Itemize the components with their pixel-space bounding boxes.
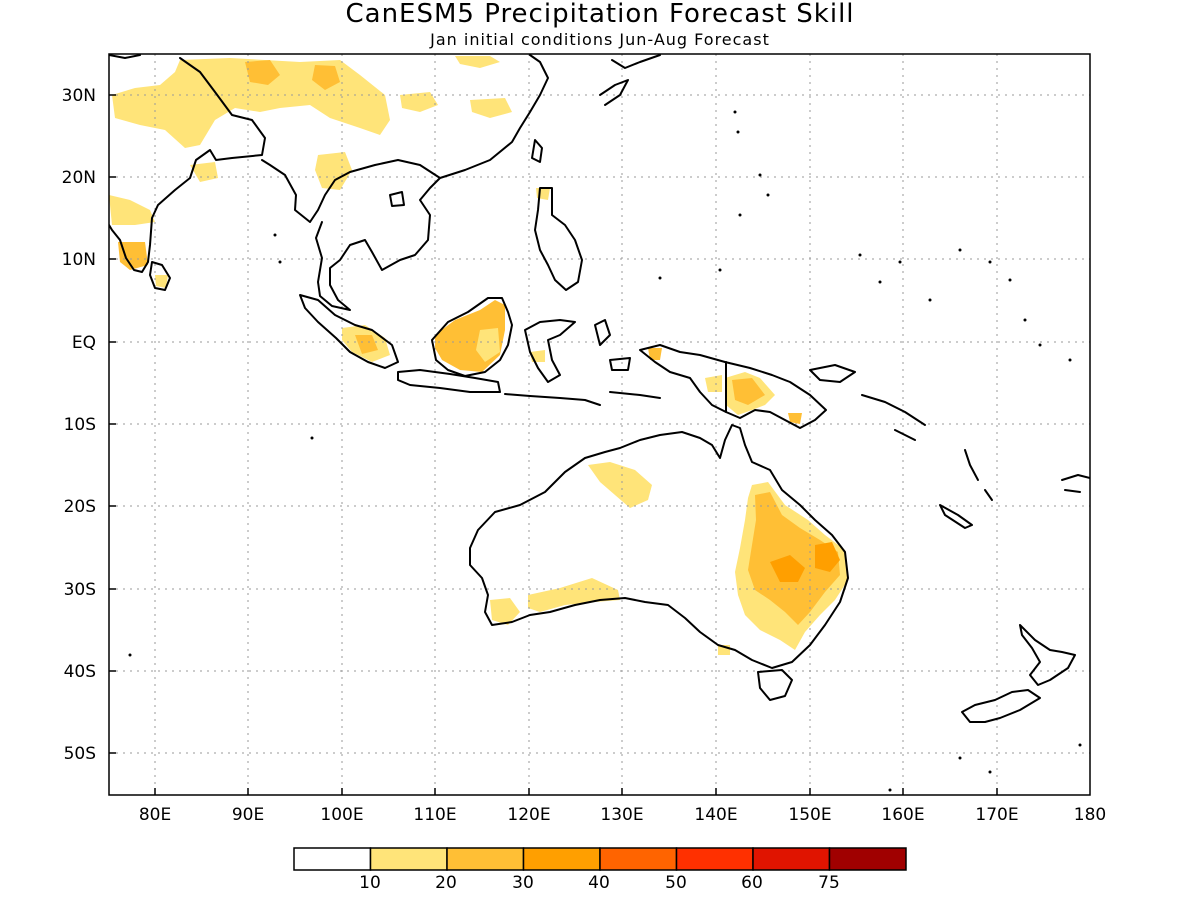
coastline-taiwan — [531, 139, 543, 163]
colorbar-label: 20 — [435, 873, 457, 893]
x-tick-label: 80E — [139, 805, 171, 825]
colorbar-swatch — [446, 847, 525, 871]
skill-region-south-australia — [528, 578, 620, 612]
skill-region-india-south — [118, 242, 148, 270]
skill-region-india-west — [109, 195, 155, 225]
colorbar-swatch — [599, 847, 678, 871]
skill-region-india-north — [190, 162, 218, 182]
coastlines — [109, 54, 1090, 792]
x-tick-label: 150E — [788, 805, 831, 825]
skill-region-tibet-core — [312, 65, 340, 90]
y-tick-label: 30N — [62, 86, 96, 106]
x-tick-label: 180 — [1074, 805, 1106, 825]
x-tick-label: 120E — [507, 805, 550, 825]
colorbar-swatches — [293, 847, 907, 871]
colorbar-swatch — [828, 847, 907, 871]
skill-region-tibet-core — [245, 60, 280, 85]
coastline-asia — [109, 54, 549, 311]
y-tick-label: 50S — [64, 744, 96, 764]
x-tick-label: 130E — [600, 805, 643, 825]
x-tick-label: 100E — [320, 805, 363, 825]
colorbar-swatch — [675, 847, 754, 871]
colorbar-swatch — [369, 847, 448, 871]
skill-region-sumatra-core — [355, 335, 378, 354]
coastline-new-zealand — [961, 624, 1076, 723]
skill-region-new-guinea-core — [732, 378, 765, 405]
y-axis-labels: 30N 20N 10N EQ 10S 20S 30S 40S 50S — [62, 86, 96, 764]
x-axis-labels: 80E 90E 100E 110E 120E 130E 140E 150E 16… — [139, 805, 1106, 825]
colorbar-label: 75 — [818, 873, 840, 893]
coastline-sulawesi — [524, 319, 576, 383]
map-title: CanESM5 Precipitation Forecast Skill — [345, 0, 854, 29]
coastline-vanuatu — [964, 449, 993, 501]
colorbar-label: 50 — [665, 873, 687, 893]
skill-region-borneo-light — [476, 328, 500, 362]
coastline-pacific-islets — [128, 110, 1082, 792]
skill-region-new-guinea — [705, 375, 722, 392]
coastline-sri-lanka — [149, 261, 171, 291]
x-tick-label: 110E — [413, 805, 456, 825]
y-tick-label: 10N — [62, 250, 96, 270]
axis-ticks — [109, 94, 998, 795]
map-subtitle: Jan initial conditions Jun-Aug Forecast — [429, 30, 770, 49]
colorbar-swatch — [522, 847, 601, 871]
y-tick-label: 20N — [62, 168, 96, 188]
y-tick-label: 40S — [64, 662, 96, 682]
skill-region-china-south — [315, 152, 352, 190]
coastline-hainan — [389, 191, 405, 207]
coastline-borneo — [431, 297, 513, 377]
skill-region-east-australia-core — [770, 555, 805, 582]
coastline-tasmania — [757, 669, 793, 701]
y-tick-label: 20S — [64, 497, 96, 517]
colorbar: 10 20 30 40 50 60 75 — [293, 847, 907, 893]
coastline-japan — [599, 54, 661, 106]
x-tick-label: 90E — [232, 805, 264, 825]
x-tick-label: 140E — [694, 805, 737, 825]
coastline-lesser-sunda — [504, 391, 661, 406]
coastline-sumatra — [299, 294, 399, 369]
coastline-new-guinea — [639, 344, 827, 429]
coastline-philippines — [534, 187, 583, 291]
skill-region-china-east — [470, 98, 512, 118]
colorbar-swatch — [752, 847, 831, 871]
skill-region-china-east — [400, 92, 438, 112]
skill-region-china-north — [455, 56, 500, 68]
colorbar-label: 60 — [741, 873, 763, 893]
skill-region-png-east — [788, 413, 802, 424]
coastline-bismarck — [809, 364, 926, 441]
skill-region-nw-australia — [588, 462, 652, 508]
colorbar-label: 40 — [588, 873, 610, 893]
skill-region-east-australia-core — [815, 542, 840, 572]
coastline-fiji — [1061, 474, 1090, 493]
x-tick-label: 160E — [881, 805, 924, 825]
skill-region-sri-lanka — [155, 275, 168, 288]
map-plot-area — [109, 54, 1090, 795]
skill-region-sw-australia — [490, 598, 520, 625]
y-tick-label: 10S — [64, 415, 96, 435]
skill-region-new-guinea-west — [648, 348, 662, 360]
y-tick-label: 30S — [64, 580, 96, 600]
colorbar-swatch — [293, 847, 372, 871]
coastline-new-caledonia — [939, 504, 973, 529]
colorbar-labels: 10 20 30 40 50 60 75 — [359, 873, 840, 893]
colorbar-label: 30 — [512, 873, 534, 893]
coastline-maluku — [594, 319, 631, 371]
x-tick-label: 170E — [975, 805, 1018, 825]
colorbar-label: 10 — [359, 873, 381, 893]
coastline-java — [397, 369, 501, 393]
y-tick-label: EQ — [72, 333, 96, 353]
coastline-australia — [469, 424, 849, 669]
